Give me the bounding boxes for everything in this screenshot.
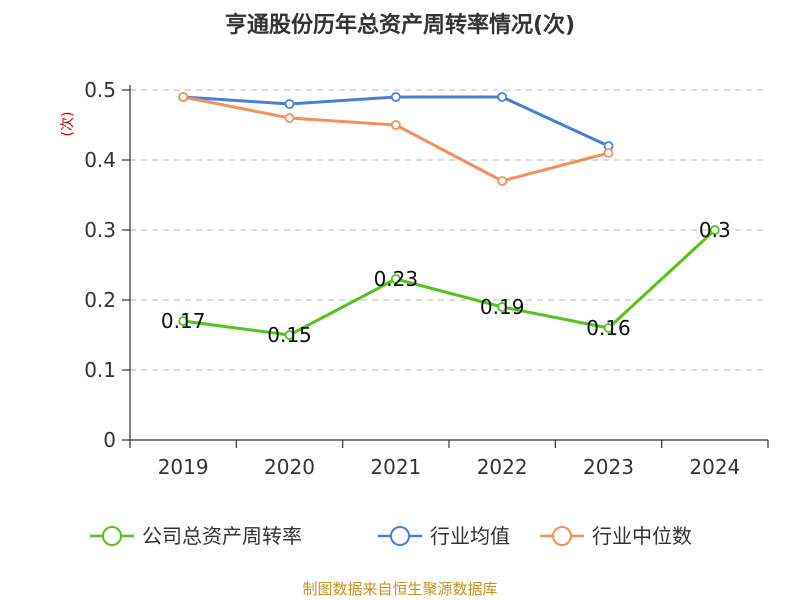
legend-label: 行业中位数: [592, 524, 692, 548]
data-point: [497, 176, 508, 186]
legend: 公司总资产周转率 行业均值 行业中位数: [90, 524, 692, 548]
data-point: [390, 92, 401, 102]
data-label: 0.19: [480, 295, 525, 319]
data-point: [709, 225, 720, 235]
x-tick-label: 2019: [158, 455, 209, 479]
data-point: [497, 92, 508, 102]
legend-label: 公司总资产周转率: [142, 524, 302, 548]
data-label: 0.15: [267, 323, 312, 347]
y-tick-label: 0.2: [84, 288, 116, 312]
grid: [130, 89, 768, 371]
chart-title: 亨通股份历年总资产周转率情况(次): [225, 12, 575, 38]
legend-marker: [390, 526, 410, 546]
data-point: [178, 316, 189, 326]
y-tick-label: 0.3: [84, 218, 116, 242]
data-point: [284, 113, 295, 123]
legend-marker: [552, 526, 572, 546]
data-point: [390, 274, 401, 284]
y-axis-label: (次): [60, 112, 76, 137]
series-line: [182, 95, 609, 183]
legend-label: 行业均值: [430, 524, 510, 548]
legend-marker: [102, 526, 122, 546]
series-layer: [178, 92, 720, 340]
source-note: 制图数据来自恒生聚源数据库: [302, 580, 497, 598]
data-point: [603, 323, 614, 333]
x-tick-label: 2021: [370, 455, 421, 479]
data-point: [603, 148, 614, 158]
y-tick-label: 0.4: [84, 148, 116, 172]
x-tick-label: 2023: [583, 455, 634, 479]
data-point: [178, 92, 189, 102]
data-labels: 0.17 0.15 0.23 0.19 0.16 0.3: [161, 218, 731, 347]
x-tick-label: 2024: [689, 455, 740, 479]
data-point: [284, 99, 295, 109]
y-tick-label: 0.5: [84, 78, 116, 102]
x-tick-label: 2022: [477, 455, 528, 479]
data-point: [284, 330, 295, 340]
data-point: [497, 302, 508, 312]
data-label: 0.17: [161, 309, 206, 333]
series-line: [182, 228, 716, 337]
y-tick-label: 0: [103, 428, 116, 452]
x-tick-label: 2020: [264, 455, 315, 479]
data-label: 0.23: [374, 267, 419, 291]
data-label: 0.3: [699, 218, 731, 242]
y-tick-label: 0.1: [84, 358, 116, 382]
data-label: 0.16: [586, 316, 631, 340]
data-point: [390, 120, 401, 130]
axes: 0 0.1 0.2 0.3 0.4 0.5 2019 2020 2021 2022 2023 2024: [84, 78, 769, 479]
